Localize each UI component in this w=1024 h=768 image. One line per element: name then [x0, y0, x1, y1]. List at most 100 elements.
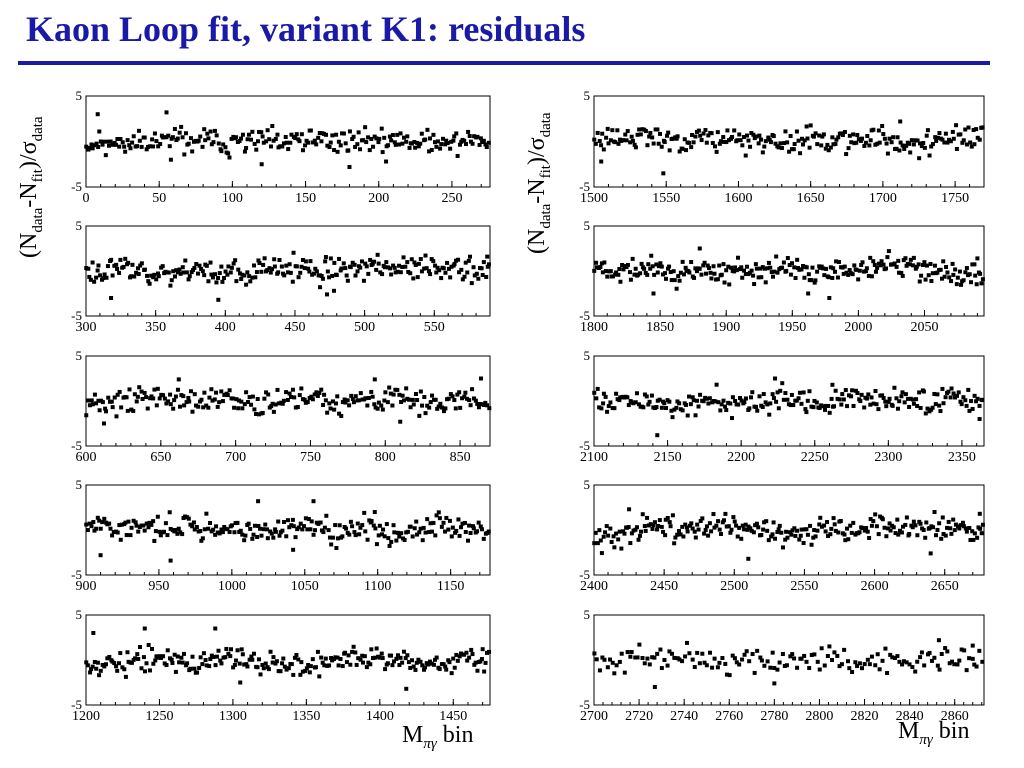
- data-point: [140, 397, 145, 402]
- data-point: [207, 664, 212, 669]
- data-point: [353, 533, 358, 538]
- data-point: [206, 136, 211, 141]
- data-point: [696, 404, 701, 409]
- data-point: [821, 132, 826, 137]
- x-tick-label: 600: [76, 450, 97, 465]
- data-point: [755, 408, 760, 413]
- data-point: [876, 532, 881, 537]
- data-point: [96, 145, 101, 150]
- data-point: [943, 533, 948, 538]
- data-point: [977, 648, 982, 653]
- data-point: [597, 138, 602, 143]
- data-point: [465, 396, 470, 401]
- data-point: [948, 395, 953, 400]
- data-point: [110, 533, 115, 538]
- data-point: [667, 399, 672, 404]
- data-point: [168, 157, 173, 162]
- x-tick-label: 200: [368, 191, 389, 206]
- data-point: [633, 266, 638, 271]
- data-point: [296, 657, 301, 662]
- data-point: [303, 516, 308, 521]
- data-point: [611, 534, 616, 539]
- data-point: [132, 274, 137, 279]
- data-point: [462, 520, 467, 525]
- data-point: [470, 652, 475, 657]
- data-point: [359, 259, 364, 264]
- data-point: [855, 664, 860, 669]
- data-point: [287, 262, 292, 267]
- data-point: [718, 408, 723, 413]
- data-point: [884, 404, 889, 409]
- data-point: [770, 532, 775, 537]
- data-point: [688, 523, 693, 528]
- data-point: [647, 662, 652, 667]
- data-point: [744, 649, 749, 654]
- data-point: [773, 536, 778, 541]
- data-point: [854, 267, 859, 272]
- data-point: [399, 399, 404, 404]
- data-point: [677, 657, 682, 662]
- data-point: [608, 269, 613, 274]
- data-point: [819, 143, 824, 148]
- data-point: [977, 403, 982, 408]
- data-point: [903, 522, 908, 527]
- data-point: [469, 281, 474, 286]
- data-point: [195, 670, 200, 675]
- data-point: [803, 407, 808, 412]
- data-point: [350, 136, 355, 141]
- x-tick-label: 900: [76, 579, 97, 594]
- data-point: [186, 141, 191, 146]
- data-point: [747, 406, 752, 411]
- data-point: [175, 136, 180, 141]
- data-point: [125, 138, 130, 143]
- data-point: [980, 522, 985, 527]
- data-point: [665, 515, 670, 520]
- data-point: [219, 149, 224, 154]
- x-tick-label: 150: [295, 191, 316, 206]
- data-point: [371, 523, 376, 528]
- data-point: [243, 533, 248, 538]
- data-point: [658, 131, 663, 136]
- data-point: [289, 132, 294, 137]
- data-point: [452, 134, 457, 139]
- data-point: [799, 527, 804, 532]
- data-point: [391, 659, 396, 664]
- data-point: [89, 142, 94, 147]
- data-point: [694, 269, 699, 274]
- data-point: [127, 387, 132, 392]
- data-point: [950, 659, 955, 664]
- data-point: [595, 541, 600, 546]
- data-point: [358, 147, 363, 152]
- x-tick-label: 850: [450, 450, 471, 465]
- data-point: [790, 652, 795, 657]
- data-point: [923, 535, 928, 540]
- data-point: [620, 529, 625, 534]
- data-point: [307, 670, 312, 675]
- data-point: [418, 257, 423, 262]
- data-point: [172, 652, 177, 657]
- data-point: [333, 401, 338, 406]
- data-point: [633, 527, 638, 532]
- data-point: [212, 128, 217, 133]
- data-point: [432, 140, 437, 145]
- data-point: [362, 654, 367, 659]
- data-point: [707, 650, 712, 655]
- data-point: [811, 535, 816, 540]
- data-point: [791, 403, 796, 408]
- data-point: [173, 527, 178, 532]
- data-point: [276, 519, 281, 524]
- data-point: [974, 399, 979, 404]
- data-point: [737, 662, 742, 667]
- data-point: [668, 524, 673, 529]
- data-point: [186, 395, 191, 400]
- data-point: [592, 268, 597, 273]
- data-point: [756, 525, 761, 530]
- data-point: [285, 518, 290, 523]
- data-point: [737, 396, 742, 401]
- data-point: [658, 261, 663, 266]
- data-point: [109, 399, 114, 404]
- data-point: [674, 405, 679, 410]
- data-point: [745, 527, 750, 532]
- data-point: [372, 259, 377, 264]
- data-point: [785, 397, 790, 402]
